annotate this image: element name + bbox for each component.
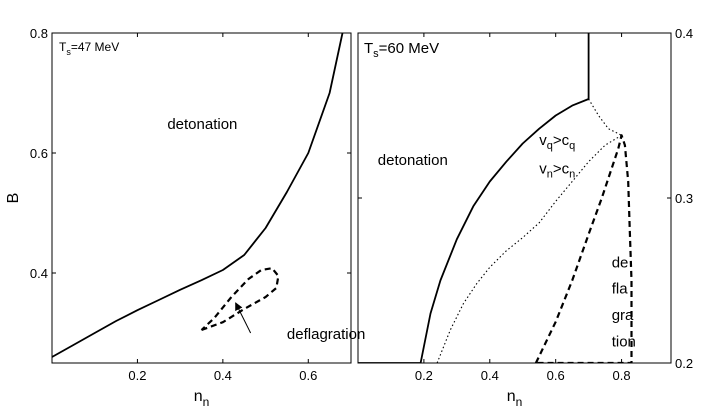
x-axis-label: nn [194, 388, 210, 409]
annotation-label: gra [612, 307, 634, 324]
left-plot-frame [51, 32, 352, 364]
series-line-deflagration-region [200, 267, 280, 332]
series-line-upper-dotted-branch [588, 98, 622, 136]
x-axis-label: nn [507, 388, 523, 409]
annotation-arrow [235, 302, 252, 334]
y-tick-label: 0.4 [675, 26, 693, 41]
annotation-label: tion [612, 334, 636, 351]
x-tick-label: 0.6 [299, 368, 317, 383]
y-tick-label: 0.4 [30, 266, 48, 281]
x-tick-label: 0.4 [481, 368, 499, 383]
series-line-detonation-boundary [52, 33, 344, 358]
annotation-label: fla [612, 281, 629, 298]
x-tick-label: 0.4 [214, 368, 232, 383]
x-tick-label: 0.2 [415, 368, 433, 383]
annotation-label: de [612, 254, 629, 271]
y-tick-label: 0.6 [30, 146, 48, 161]
panel-title: Ts=60 MeV [364, 40, 439, 60]
inequality-label: vn>cn [539, 160, 575, 180]
series-line-deflagration-region [534, 134, 633, 363]
y-axis-label: B [5, 193, 22, 204]
series-line-detonation-boundary [358, 33, 590, 363]
inequality-label: vq>cq [539, 132, 575, 152]
y-tick-label: 0.8 [30, 26, 48, 41]
annotation-label: detonation [378, 152, 448, 169]
left-panel: 0.2 0.4 0.6 0.4 0.6 0.8 nn B Ts=47 MeV detonation… [5, 26, 365, 409]
annotation-label: deflagration [287, 326, 365, 343]
annotation-label: detonation [167, 116, 237, 133]
x-tick-label: 0.6 [547, 368, 565, 383]
panel-title: Ts=47 MeV [59, 40, 119, 57]
y-tick-label: 0.3 [675, 191, 693, 206]
x-tick-label: 0.8 [613, 368, 631, 383]
y-tick-label: 0.2 [675, 356, 693, 371]
right-panel: 0.2 0.4 0.6 0.8 0.2 0.3 0.4 nn Ts=60 MeV detonati… [357, 26, 693, 409]
series-line-sound-speed-boundary [436, 134, 622, 363]
x-tick-label: 0.2 [128, 368, 146, 383]
